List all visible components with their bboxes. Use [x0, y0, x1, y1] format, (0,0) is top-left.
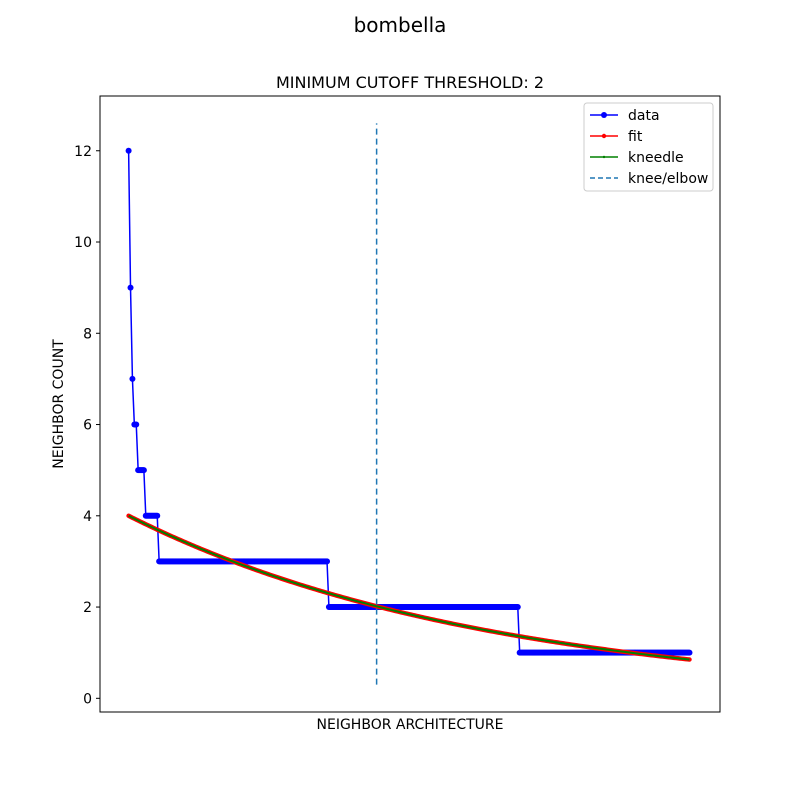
legend-entry-fit: fit [590, 129, 643, 145]
y-axis-label: NEIGHBOR COUNT [51, 339, 67, 469]
series-data-line [127, 150, 690, 654]
figure-title: bombella [354, 13, 447, 37]
y-tick-label-1: 2 [83, 600, 92, 616]
legend-label: knee/elbow [628, 171, 708, 187]
data-point-25 [154, 512, 161, 519]
legend-label: data [628, 108, 660, 124]
legend: data fit kneedle knee/elbow [583, 102, 714, 192]
legend-label: kneedle [628, 150, 684, 166]
data-point-2 [129, 375, 136, 382]
data-point-1 [127, 284, 134, 291]
y-axis: 0 2 4 6 8 10 12 [74, 144, 100, 707]
x-axis-label: NEIGHBOR ARCHITECTURE [317, 717, 504, 733]
y-tick-label-3: 6 [83, 418, 92, 434]
series-kneedle-line [128, 514, 690, 661]
y-tick-label-4: 8 [83, 326, 92, 342]
legend-marker [602, 155, 606, 159]
series-fit-line [126, 513, 692, 662]
y-tick-label-5: 10 [74, 235, 92, 251]
legend-entry-data: data [590, 108, 660, 124]
y-tick-label-0: 0 [83, 691, 92, 707]
data-point-0 [125, 147, 132, 154]
plot-area [125, 123, 693, 685]
data-point-580 [686, 649, 693, 656]
legend-marker [601, 133, 607, 139]
y-tick-label-6: 12 [74, 144, 92, 160]
data-point-202 [324, 558, 331, 565]
legend-entry-knee-elbow: knee/elbow [590, 171, 708, 187]
legend-entry-kneedle: kneedle [590, 150, 684, 166]
data-point-5 [133, 421, 140, 428]
series-data-markers [125, 147, 693, 656]
plot-frame [99, 95, 721, 713]
legend-marker [601, 112, 607, 118]
legend-label: fit [628, 129, 643, 145]
data-point-401 [514, 604, 521, 611]
legend-box [583, 102, 714, 192]
chart-title: MINIMUM CUTOFF THRESHOLD: 2 [276, 73, 544, 92]
y-tick-label-2: 4 [83, 509, 92, 525]
data-point-12 [140, 467, 147, 474]
